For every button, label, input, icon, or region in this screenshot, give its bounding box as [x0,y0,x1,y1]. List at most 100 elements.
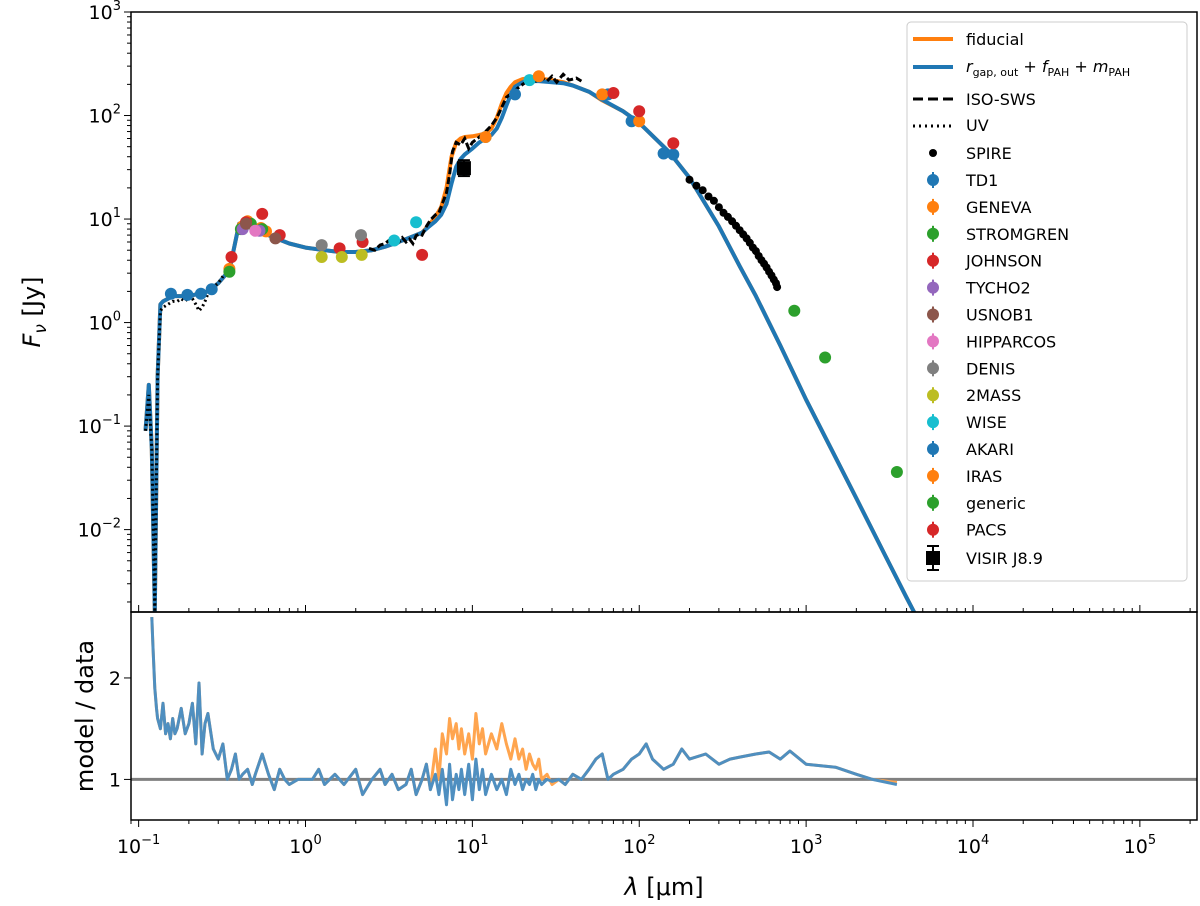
legend-label-johnson: JOHNSON [965,252,1042,271]
spire-point [685,175,694,184]
photometry-point-iras [633,115,646,128]
legend-marker-wise [927,416,939,429]
legend-label-generic: generic [966,494,1026,513]
photometry-point-akari [657,147,670,160]
series-line-iso-sws [368,72,583,252]
legend-label-rgap: rgap, out + fPAH + mPAH [966,57,1130,79]
legend-label-akari: AKARI [966,440,1014,459]
top-panel-data [143,70,917,612]
photometry-point-generic [819,351,832,364]
legend-label-hipparcos: HIPPARCOS [966,332,1056,351]
legend-marker-denis [927,362,939,375]
x-tick-label: 100 [289,833,321,858]
y-tick-label: 101 [89,206,121,231]
legend-box [906,21,1188,582]
ratio-y-tick-label: 2 [109,668,121,690]
ratio-line-rgap-pah [150,617,898,807]
photometry-point-2mass [315,251,328,263]
y-tick-label: 10−1 [78,413,121,438]
photometry-point-stromgren [223,265,236,278]
legend-label-fiducial: fiducial [966,30,1024,49]
legend-marker-generic [927,496,939,509]
x-tick-label: 10−1 [117,833,160,858]
photometry-point-2mass [335,251,348,263]
photometry-point-td1 [181,288,194,301]
legend-label-iso-sws: ISO-SWS [966,90,1036,109]
legend-label-wise: WISE [966,413,1007,432]
photometry-point-generic [788,304,801,317]
legend: fiducial rgap, out + fPAH + mPAH ISO-SWS… [906,21,1188,582]
series-line-uv [144,275,225,612]
legend-marker-visir [926,545,940,571]
photometry-point-wise [410,216,423,229]
series-line-rgap-pah [143,79,917,612]
y-tick-label: 102 [89,103,121,128]
x-axis-label: λ [μm] [622,873,703,901]
series-line-fiducial [143,76,917,612]
legend-label-stromgren: STROMGREN [966,225,1069,244]
ratio-line-fiducial [150,617,898,797]
photometry-point-pacs [667,137,680,150]
y-tick-label: 103 [89,0,121,24]
legend-label-pacs: PACS [966,521,1007,540]
y-tick-label: 10−2 [78,517,121,542]
legend-marker-iras [927,469,939,482]
legend-label-iras: IRAS [966,467,1002,486]
y-tick-label: 100 [89,310,121,335]
x-tick-label: 102 [623,833,655,858]
photometry-point-usnob1 [269,232,282,245]
ratio-y-tick-label: 1 [109,769,121,791]
legend-label-td1: TD1 [965,171,998,190]
spire-point [714,203,723,212]
photometry-point-2mass [355,248,368,261]
photometry-point-pacs [633,105,646,118]
visir-point [456,161,471,176]
top-y-axis-label: Fν [Jy] [18,277,51,348]
legend-label-geneva: GENEVA [966,198,1032,217]
legend-marker-akari [927,443,939,455]
legend-marker-pacs [927,523,939,536]
photometry-point-wise [523,74,536,87]
photometry-point-generic [890,466,903,478]
photometry-point-akari [509,88,521,101]
photometry-point-usnob1 [240,217,252,230]
photometry-point-johnson [416,248,429,261]
legend-marker-tycho2 [927,281,939,294]
legend-marker-johnson [927,254,939,267]
legend-label-2mass: 2MASS [966,386,1021,405]
legend-marker-stromgren [927,227,939,240]
x-tick-label: 105 [1124,833,1156,858]
legend-photometry-entries: TD1 GENEVA STROMGREN JOHNSON TYCHO2 USNOB1 HIP… [927,171,1069,540]
photometry-point-iras [596,88,609,101]
x-tick-label: 103 [790,833,822,858]
legend-marker-usnob1 [927,308,939,321]
legend-label-spire: SPIRE [966,144,1012,163]
photometry-point-td1 [164,287,177,300]
spire-point [704,192,713,201]
photometry-point-wise [388,234,401,247]
photometry-point-pacs [607,87,620,99]
legend-label-tycho2: TYCHO2 [965,279,1031,298]
photometry-point-johnson [256,207,269,220]
legend-label-visir: VISIR J8.9 [966,549,1043,568]
legend-marker-geneva [927,200,939,213]
x-tick-label: 101 [456,833,488,858]
legend-label-uv: UV [966,116,989,135]
photometry-point-denis [315,239,328,252]
spire-point [709,196,718,205]
bottom-y-axis-label: model / data [71,640,99,792]
photometry-point-td1 [205,283,218,296]
photometry-point-td1 [194,287,207,300]
legend-marker-2mass [927,389,939,402]
legend-label-denis: DENIS [966,359,1015,378]
legend-marker-hipparcos [927,335,939,348]
spire-point [773,283,782,292]
spire-point [692,181,701,190]
spire-point [698,186,707,195]
axis-ticks: 10−1 100 101 102 103 104 105 103 102 101 100 10−1 10… [78,0,1191,858]
x-tick-label: 104 [957,833,989,858]
legend-label-usnob1: USNOB1 [966,306,1034,325]
legend-marker-td1 [927,174,939,186]
photometry-point-iras [479,131,492,143]
